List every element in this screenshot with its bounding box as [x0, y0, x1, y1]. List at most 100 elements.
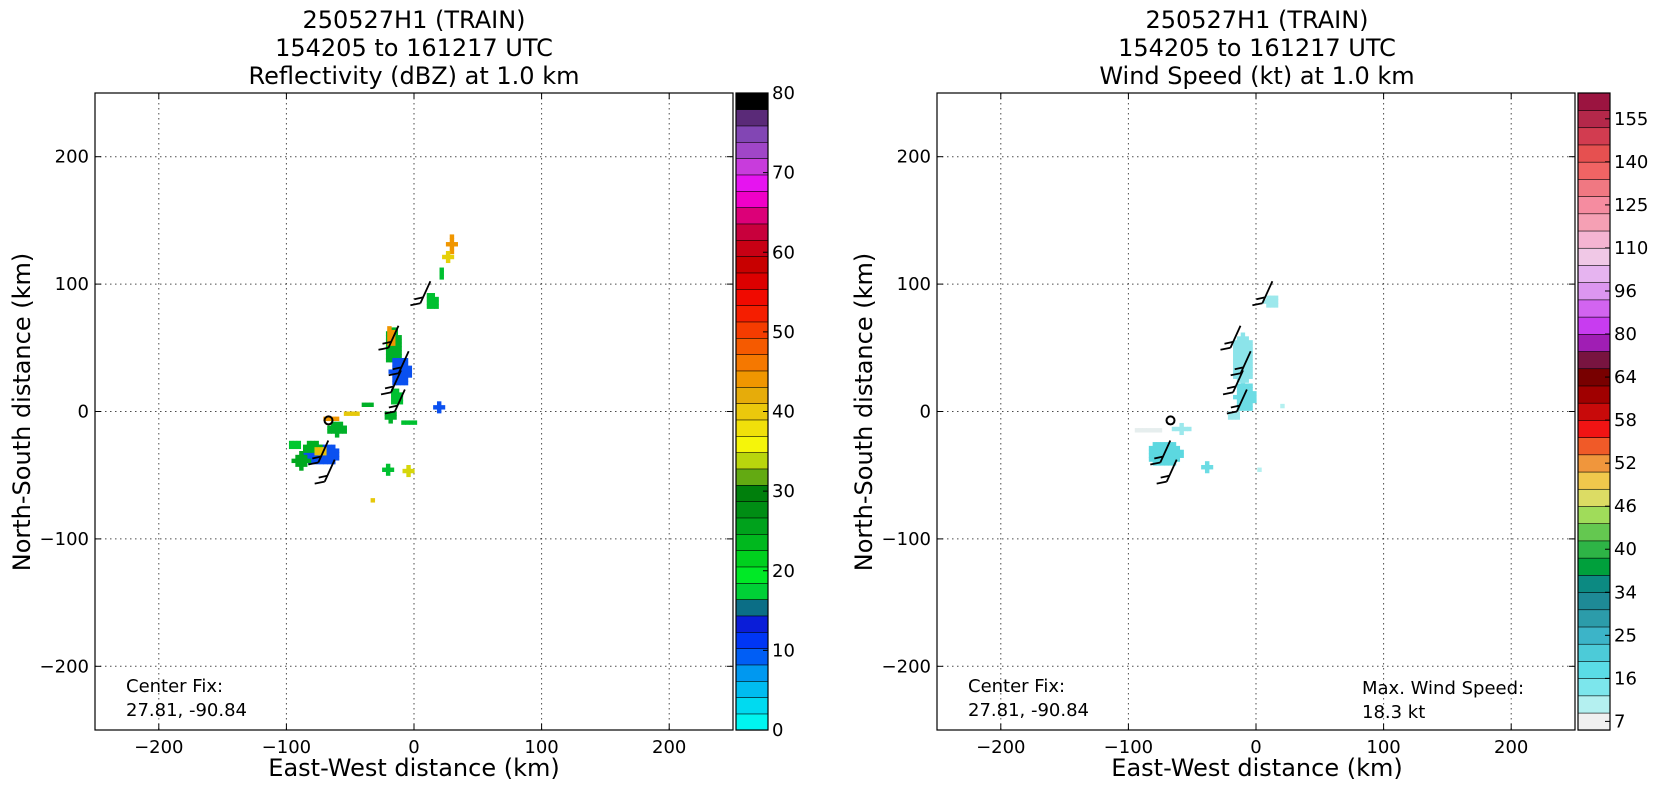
echo-region: [445, 234, 458, 255]
colorbar-tick-label: 58: [1614, 410, 1637, 431]
echo-cell: [1152, 449, 1158, 455]
reflectivity-plot-area: −200 −100 0 100 200 −200 −100 0 100 200: [40, 92, 734, 758]
echo-cell: [1266, 299, 1271, 304]
echo-cell: [445, 242, 451, 247]
echo-cell: [1240, 378, 1246, 383]
colorbar-segment: [1577, 678, 1611, 697]
echo-cell: [306, 458, 312, 464]
colorbar-segment: [735, 697, 769, 715]
echo-cell: [1252, 394, 1257, 400]
colorbar-segment: [735, 207, 769, 225]
wind-barb-staff: [419, 280, 432, 304]
echo-cell: [1156, 457, 1161, 462]
echo-cell: [365, 402, 370, 408]
echo-cell: [1152, 453, 1158, 458]
colorbar-segment: [735, 664, 769, 682]
echo-cell: [1148, 445, 1154, 451]
wind-barb-staff: [323, 459, 336, 482]
echo-cell: [1248, 394, 1253, 400]
wind-barb-staff: [1261, 280, 1274, 304]
colorbar-segment: [1577, 523, 1611, 542]
echo-cell: [426, 300, 432, 306]
center-fix-label: Center Fix:: [968, 676, 1065, 697]
colorbar-segment: [1577, 92, 1611, 111]
echo-cell: [302, 458, 308, 464]
echo-cell: [426, 304, 432, 309]
y-tick-label: −200: [882, 656, 931, 677]
echo-cell: [1244, 347, 1249, 353]
echo-cell: [1244, 351, 1249, 357]
wind-barb: [308, 440, 330, 466]
colorbar-tick-label: 80: [772, 83, 795, 104]
echo-cell: [343, 411, 349, 416]
echo-cell: [295, 454, 300, 460]
echo-cell: [397, 354, 402, 359]
echo-cell: [433, 405, 438, 410]
echo-cell: [396, 369, 401, 374]
echo-cell: [449, 242, 455, 247]
echo-cell: [308, 452, 313, 457]
x-tick-label: −200: [134, 737, 183, 758]
echo-cell: [393, 342, 399, 348]
echo-cell: [1266, 295, 1271, 300]
wind-barb-staff: [394, 389, 406, 412]
wind-barb: [1222, 370, 1244, 396]
wind-barb-flag: [382, 340, 392, 345]
echo-cell: [1273, 299, 1279, 304]
echo-cell: [1171, 445, 1177, 451]
echo-cell: [1236, 363, 1242, 368]
echo-cell: [1167, 461, 1173, 466]
echo-cell: [1236, 398, 1242, 404]
echo-cell: [1204, 461, 1210, 466]
echo-cell: [314, 447, 319, 452]
echo-region: [1233, 332, 1253, 387]
x-tick-label: 100: [524, 737, 558, 758]
echo-cell: [1152, 442, 1158, 447]
x-axis-label: East-West distance (km): [1111, 754, 1402, 782]
echo-cell: [1240, 351, 1246, 357]
wind-barb: [1230, 350, 1252, 377]
echo-cell: [403, 365, 409, 371]
echo-cell: [327, 444, 332, 450]
echo-cell: [391, 337, 396, 343]
echo-cell: [1156, 449, 1161, 455]
echo-cell: [331, 416, 336, 422]
echo-cell: [1240, 402, 1246, 408]
echo-cell: [334, 421, 340, 427]
colorbar-tick-label: 125: [1614, 195, 1648, 216]
echo-cell: [327, 452, 332, 457]
echo-cell: [355, 411, 360, 416]
echo-cell: [396, 380, 401, 386]
echo-cell: [430, 304, 436, 309]
echo-cell: [1148, 453, 1154, 458]
colorbar-tick-label: 50: [772, 322, 795, 343]
reflectivity-panel: 250527H1 (TRAIN) 154205 to 161217 UTC Re…: [8, 6, 795, 782]
echo-cell: [1236, 387, 1242, 392]
colorbar-segment: [1577, 213, 1611, 232]
echo-cell: [1164, 453, 1169, 458]
echo-cell: [1248, 391, 1253, 396]
echo-cell: [1248, 355, 1253, 360]
echo-cell: [392, 365, 397, 371]
echo-cell: [388, 369, 393, 374]
wind-barb: [410, 280, 432, 307]
echo-cell: [314, 450, 319, 456]
echo-cell: [1248, 406, 1253, 411]
echo-cell: [408, 420, 414, 425]
echo-cell: [385, 467, 391, 472]
echo-cell: [1152, 457, 1158, 462]
echo-cell: [449, 234, 455, 239]
center-fix-marker: [1165, 415, 1176, 426]
echo-cell: [1236, 336, 1242, 341]
echo-cell: [323, 459, 328, 465]
y-axis-label: North-South distance (km): [8, 253, 36, 572]
echo-cell: [334, 448, 340, 453]
echo-cell: [391, 329, 396, 335]
echo-cell: [396, 357, 401, 363]
echo-cell: [393, 335, 399, 340]
echo-cell: [1160, 461, 1165, 466]
echo-cell: [1244, 374, 1249, 379]
echo-cell: [396, 377, 401, 382]
echo-cell: [1236, 351, 1242, 357]
